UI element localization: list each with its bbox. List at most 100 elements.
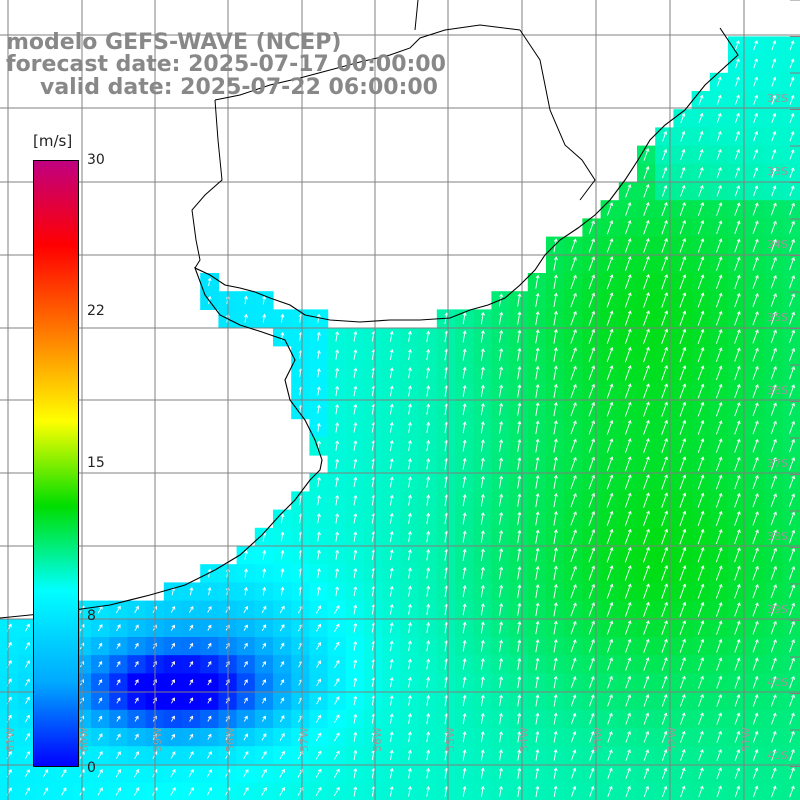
wind-arrow-head xyxy=(408,512,412,517)
wind-arrow xyxy=(408,695,411,706)
wind-arrow-head xyxy=(664,365,669,369)
wind-arrow-head xyxy=(517,749,522,754)
wind-arrow xyxy=(697,311,704,326)
wind-arrow xyxy=(462,658,466,670)
wind-arrow-head xyxy=(772,749,777,753)
wind-arrow-head xyxy=(426,658,431,663)
wind-arrow-head xyxy=(517,602,522,607)
wind-arrow-head xyxy=(645,785,650,790)
wind-arrow-head xyxy=(135,605,139,610)
wind-arrow xyxy=(734,113,740,124)
wind-arrow xyxy=(716,238,722,253)
wind-arrow-head xyxy=(389,713,394,718)
wind-arrow-head xyxy=(98,733,103,738)
colorbar-tick-22: 22 xyxy=(87,303,105,319)
wind-arrow-head xyxy=(517,420,522,425)
wind-arrow xyxy=(462,403,466,416)
wind-arrow-head xyxy=(281,732,285,737)
wind-arrow xyxy=(789,658,795,671)
wind-arrow xyxy=(171,643,175,649)
wind-arrow xyxy=(371,368,375,379)
wind-arrow-head xyxy=(336,750,340,755)
wind-arrow xyxy=(661,238,668,253)
wind-arrow xyxy=(624,256,631,272)
wind-arrow-head xyxy=(317,623,322,628)
wind-arrow-head xyxy=(646,492,650,497)
wind-arrow-head xyxy=(462,403,467,407)
wind-arrow xyxy=(570,239,577,253)
wind-arrow-head xyxy=(98,697,103,702)
wind-arrow xyxy=(698,149,703,160)
wind-arrow-head xyxy=(627,547,632,551)
wind-arrow xyxy=(752,257,759,271)
wind-arrow-head xyxy=(646,438,650,442)
wind-arrow xyxy=(679,220,686,235)
lon-label: 61W xyxy=(4,727,17,752)
wind-arrow-head xyxy=(646,565,650,569)
wind-arrow xyxy=(499,786,502,797)
valid-date: valid date: 2025-07-22 06:00:00 xyxy=(40,75,438,100)
wind-arrow xyxy=(752,348,759,362)
wind-arrow xyxy=(389,531,393,542)
wind-arrow xyxy=(480,476,484,489)
wind-arrow xyxy=(770,221,777,234)
wind-arrow-head xyxy=(627,292,632,297)
wind-arrow-head xyxy=(791,366,796,371)
wind-arrow xyxy=(408,786,411,797)
wind-arrow xyxy=(244,587,247,596)
wind-arrow xyxy=(679,584,686,599)
wind-arrow xyxy=(444,604,448,616)
wind-arrow xyxy=(262,679,266,686)
wind-arrow-head xyxy=(773,256,777,261)
wind-arrow-head xyxy=(535,383,540,388)
wind-arrow-head xyxy=(553,657,558,662)
wind-arrow xyxy=(444,458,448,470)
wind-arrow-head xyxy=(755,420,759,425)
wind-arrow xyxy=(643,676,649,689)
wind-arrow xyxy=(789,149,794,160)
wind-arrow xyxy=(371,331,375,342)
wind-arrow xyxy=(335,441,338,451)
wind-arrow xyxy=(643,220,649,235)
wind-arrow-head xyxy=(718,365,723,370)
wind-arrow xyxy=(734,547,741,563)
wind-arrow xyxy=(788,530,795,544)
wind-arrow-head xyxy=(591,256,596,261)
wind-arrow-head xyxy=(718,383,723,388)
wind-arrow xyxy=(588,311,595,326)
wind-arrow xyxy=(535,749,539,761)
wind-arrow-head xyxy=(718,767,722,772)
wind-arrow xyxy=(607,768,613,779)
wind-arrow xyxy=(770,457,777,471)
wind-arrow xyxy=(697,584,704,599)
wind-arrow xyxy=(752,548,759,563)
wind-arrow-head xyxy=(736,220,741,225)
wind-arrow-head xyxy=(718,202,723,206)
wind-arrow-head xyxy=(754,657,759,662)
wind-arrow-head xyxy=(791,712,795,717)
wind-arrow-head xyxy=(700,202,705,207)
wind-arrow-head xyxy=(754,131,759,135)
wind-arrow-head xyxy=(426,567,431,571)
wind-arrow xyxy=(480,786,484,797)
wind-arrow xyxy=(680,731,685,743)
wind-arrow xyxy=(535,695,539,707)
wind-arrow xyxy=(624,475,631,490)
wind-arrow-head xyxy=(646,328,650,333)
wind-arrow xyxy=(588,329,595,344)
wind-arrow-head xyxy=(426,621,431,626)
wind-arrow-head xyxy=(389,476,394,481)
wind-arrow-head xyxy=(26,750,30,755)
wind-arrow-head xyxy=(226,642,230,647)
wind-arrow-head xyxy=(627,184,632,188)
wind-arrow-head xyxy=(408,403,412,408)
wind-arrow-head xyxy=(263,768,267,773)
wind-arrow xyxy=(588,676,595,689)
wind-arrow-head xyxy=(244,679,248,683)
wind-arrow-head xyxy=(573,310,577,315)
wind-arrow xyxy=(24,624,30,632)
wind-arrow-head xyxy=(407,713,412,717)
wind-arrow xyxy=(517,494,521,507)
wind-arrow-head xyxy=(135,787,140,791)
wind-arrow-head xyxy=(535,657,540,662)
